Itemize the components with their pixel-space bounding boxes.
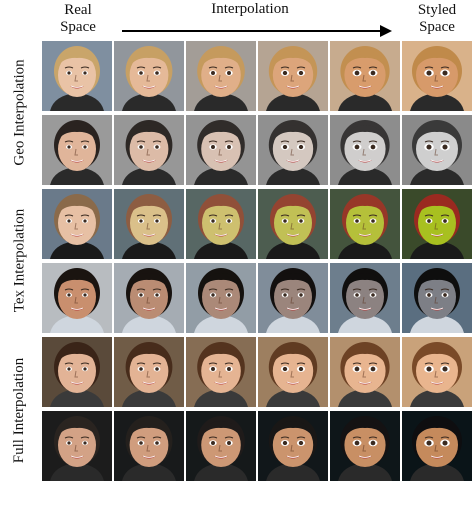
interpolated-face-image bbox=[186, 115, 256, 185]
real-face-image bbox=[42, 411, 112, 481]
interpolated-face-image bbox=[330, 263, 400, 333]
interpolated-face-image bbox=[258, 337, 328, 407]
styled-face-image bbox=[402, 263, 472, 333]
header-interpolation: Interpolation bbox=[211, 1, 289, 17]
side-label-tex-text: Tex Interpolation bbox=[11, 208, 28, 312]
interpolated-face-image bbox=[114, 115, 184, 185]
interpolated-face-image bbox=[258, 411, 328, 481]
side-label-geo-text: Geo Interpolation bbox=[11, 58, 28, 166]
interpolated-face-image bbox=[330, 411, 400, 481]
face-grid bbox=[42, 41, 474, 484]
interpolated-face-image bbox=[186, 411, 256, 481]
interpolated-face-image bbox=[330, 41, 400, 111]
interpolated-face-image bbox=[186, 189, 256, 259]
styled-face-image bbox=[402, 115, 472, 185]
face-row bbox=[42, 115, 474, 185]
interpolated-face-image bbox=[330, 337, 400, 407]
interpolated-face-image bbox=[258, 263, 328, 333]
face-row bbox=[42, 411, 474, 481]
interpolated-face-image bbox=[186, 263, 256, 333]
interpolated-face-image bbox=[114, 263, 184, 333]
interpolated-face-image bbox=[330, 115, 400, 185]
interpolated-face-image bbox=[258, 115, 328, 185]
interpolated-face-image bbox=[114, 41, 184, 111]
face-row bbox=[42, 263, 474, 333]
styled-face-image bbox=[402, 411, 472, 481]
face-row bbox=[42, 41, 474, 111]
styled-face-image bbox=[402, 41, 472, 111]
header-styled-space: Styled Space bbox=[417, 2, 457, 35]
header-real-space: Real Space bbox=[60, 2, 96, 35]
side-label-full: Full Interpolation bbox=[0, 337, 40, 483]
interpolated-face-image bbox=[258, 189, 328, 259]
side-label-full-text: Full Interpolation bbox=[11, 357, 28, 463]
face-row bbox=[42, 337, 474, 407]
face-row bbox=[42, 189, 474, 259]
real-face-image bbox=[42, 189, 112, 259]
interpolated-face-image bbox=[186, 41, 256, 111]
styled-face-image bbox=[402, 337, 472, 407]
interpolated-face-image bbox=[114, 411, 184, 481]
side-label-tex: Tex Interpolation bbox=[0, 189, 40, 331]
real-face-image bbox=[42, 41, 112, 111]
interpolated-face-image bbox=[330, 189, 400, 259]
interpolated-face-image bbox=[258, 41, 328, 111]
real-face-image bbox=[42, 263, 112, 333]
real-face-image bbox=[42, 337, 112, 407]
side-label-geo: Geo Interpolation bbox=[0, 41, 40, 183]
interpolated-face-image bbox=[186, 337, 256, 407]
interpolation-arrow bbox=[122, 25, 392, 37]
real-face-image bbox=[42, 115, 112, 185]
interpolated-face-image bbox=[114, 189, 184, 259]
styled-face-image bbox=[402, 189, 472, 259]
interpolated-face-image bbox=[114, 337, 184, 407]
